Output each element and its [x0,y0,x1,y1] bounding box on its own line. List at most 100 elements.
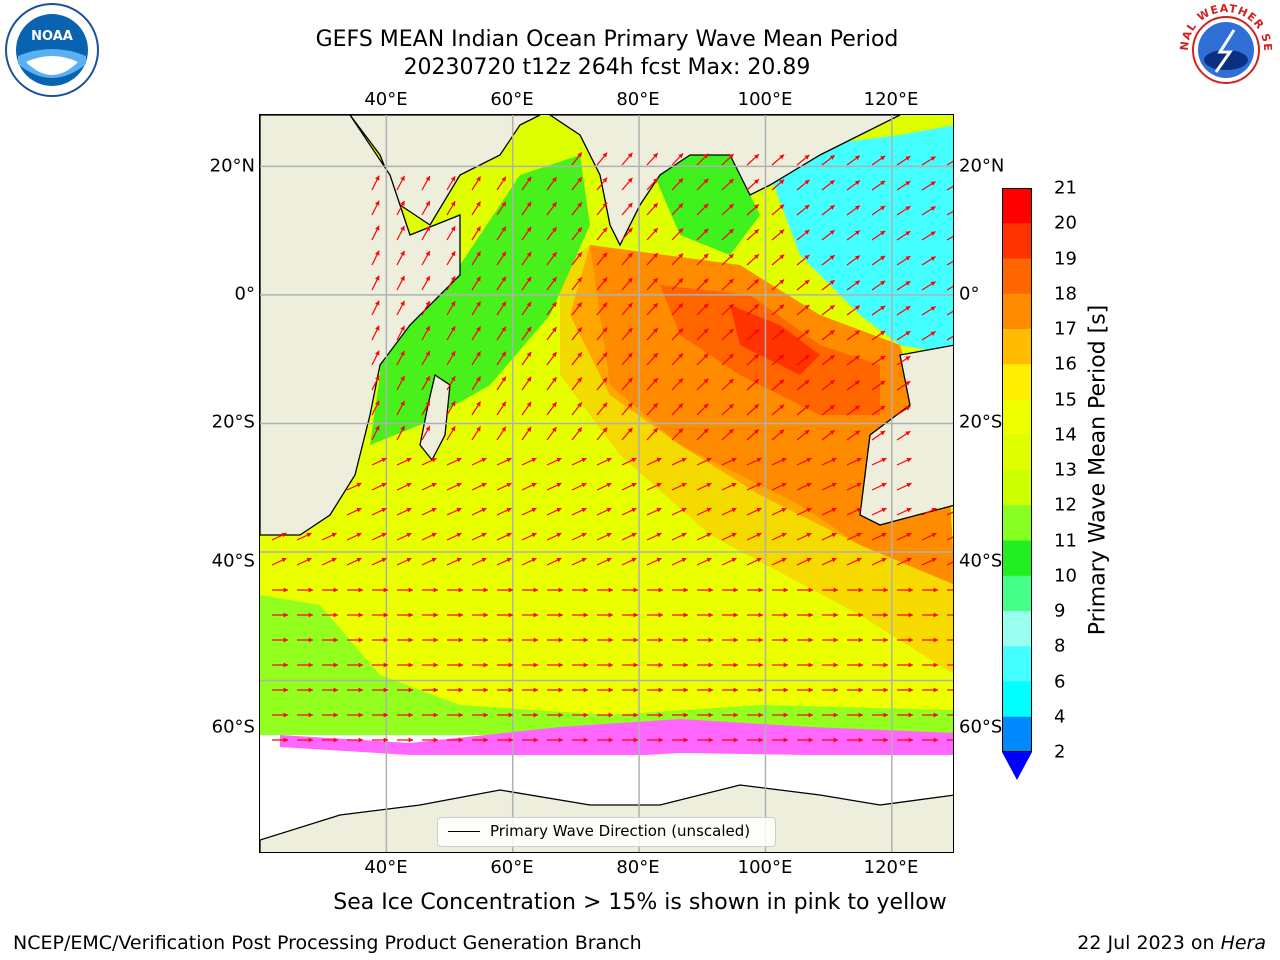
wave-arrow-head [733,712,738,718]
wave-arrow-head [533,662,538,668]
wave-arrow-head [551,177,557,183]
lat-tick-left: 0° [234,283,255,305]
wave-arrow-head [633,637,638,643]
wave-arrow-head [678,253,684,259]
wave-arrow-head [406,532,412,538]
wave-arrow-head [883,587,888,593]
wave-arrow-head [408,687,413,693]
wave-arrow-head [808,662,813,668]
wave-arrow-head [627,427,633,433]
wave-arrow-head [906,532,912,538]
wave-arrow-head [425,276,430,282]
wave-arrow-head [703,403,709,409]
southern-green-band [260,595,953,735]
wave-arrow-head [678,153,684,159]
wave-arrow-head [308,637,313,643]
wave-arrow-head [583,737,588,743]
wave-arrow-head [375,425,380,431]
wave-arrow-head [728,329,734,334]
wave-arrow-head [881,482,887,488]
wave-arrow-head [908,737,913,743]
wave-arrow-head [333,587,338,593]
wave-arrow-head [804,229,810,235]
wave-arrow-head [858,687,863,693]
wave-arrow-head [577,152,582,158]
wave-arrow-head [556,532,562,538]
wave-arrow-head [681,557,687,563]
wave-arrow-head [681,482,687,488]
wave-arrow-head [476,376,481,382]
wave-arrow [946,310,953,316]
wave-arrow-head [501,276,506,282]
wave-arrow-head [681,507,687,513]
wave-arrow-head [829,305,835,310]
wave-arrow-head [581,457,587,463]
wave-arrow-head [526,276,532,282]
wave-arrow-head [333,662,338,668]
wave-arrow-head [783,612,788,618]
wave-arrow-head [880,230,886,236]
wave-arrow-head [558,712,563,718]
colorbar-tick: 13 [1054,459,1077,481]
lon-tick-bottom: 40°E [364,857,408,878]
wave-arrow-head [733,612,738,618]
wave-arrow-head [577,227,582,233]
wave-arrow-head [758,687,763,693]
wave-arrow-head [708,637,713,643]
wave-arrow-head [754,429,759,435]
wave-arrow-head [881,507,887,513]
wave-arrow-head [556,507,562,513]
wave-arrow-head [602,177,608,183]
colorbar-bin [1002,611,1032,647]
wave-arrow-head [779,254,785,260]
wave-arrow-head [476,326,481,332]
wave-arrow-head [627,177,633,183]
wave-arrow-head [450,276,456,282]
wave-arrow-head [933,587,938,593]
wave-arrow-head [858,637,863,643]
wave-arrow-head [658,737,663,743]
wave-arrow-head [551,402,557,408]
wave-arrow-head [831,557,837,563]
wave-arrow-head [333,687,338,693]
colorbar-bin [1002,681,1032,718]
wave-arrow-head [706,457,712,463]
wave-arrow-head [458,687,463,693]
wave-arrow-head [400,325,405,331]
wave-arrow-head [577,427,582,433]
wave-arrow-head [526,301,532,307]
colorbar-tick: 21 [1054,177,1077,199]
wave-arrow-head [658,687,663,693]
chart-title: GEFS MEAN Indian Ocean Primary Wave Mean… [0,26,1214,82]
colorbar-tick: 16 [1054,353,1077,375]
legend-label: Primary Wave Direction (unscaled) [490,822,751,840]
wave-arrow-head [653,153,658,159]
wave-arrow-head [856,532,862,538]
wave-arrow-head [779,404,785,410]
wave-arrow-head [381,557,387,563]
wave-arrow-head [358,687,363,693]
wave-arrow-head [931,532,937,538]
wave-arrow-head [608,687,613,693]
lon-tick-top: 60°E [490,89,534,110]
wave-arrow-head [756,457,762,463]
wave-period-map [260,115,953,852]
wave-arrow-head [808,587,813,593]
wave-arrow-head [883,687,888,693]
colorbar-bins [1002,188,1032,753]
wave-arrow-head [930,231,936,236]
wave-arrow-head [703,303,709,309]
wave-arrow-head [908,637,913,643]
wave-arrow-head [779,429,785,435]
wave-arrow-head [481,457,487,463]
wave-arrow-head [708,712,713,718]
wave-arrow-head [908,687,913,693]
wave-arrow-head [804,354,810,360]
wave-arrow-head [283,587,288,593]
wave-arrow-head [779,379,785,385]
wave-arrow-head [854,305,860,311]
wave-arrow-head [483,712,488,718]
wave-arrow-head [779,204,785,210]
wave-arrow-head [656,532,662,538]
wave-arrow-head [526,176,532,182]
